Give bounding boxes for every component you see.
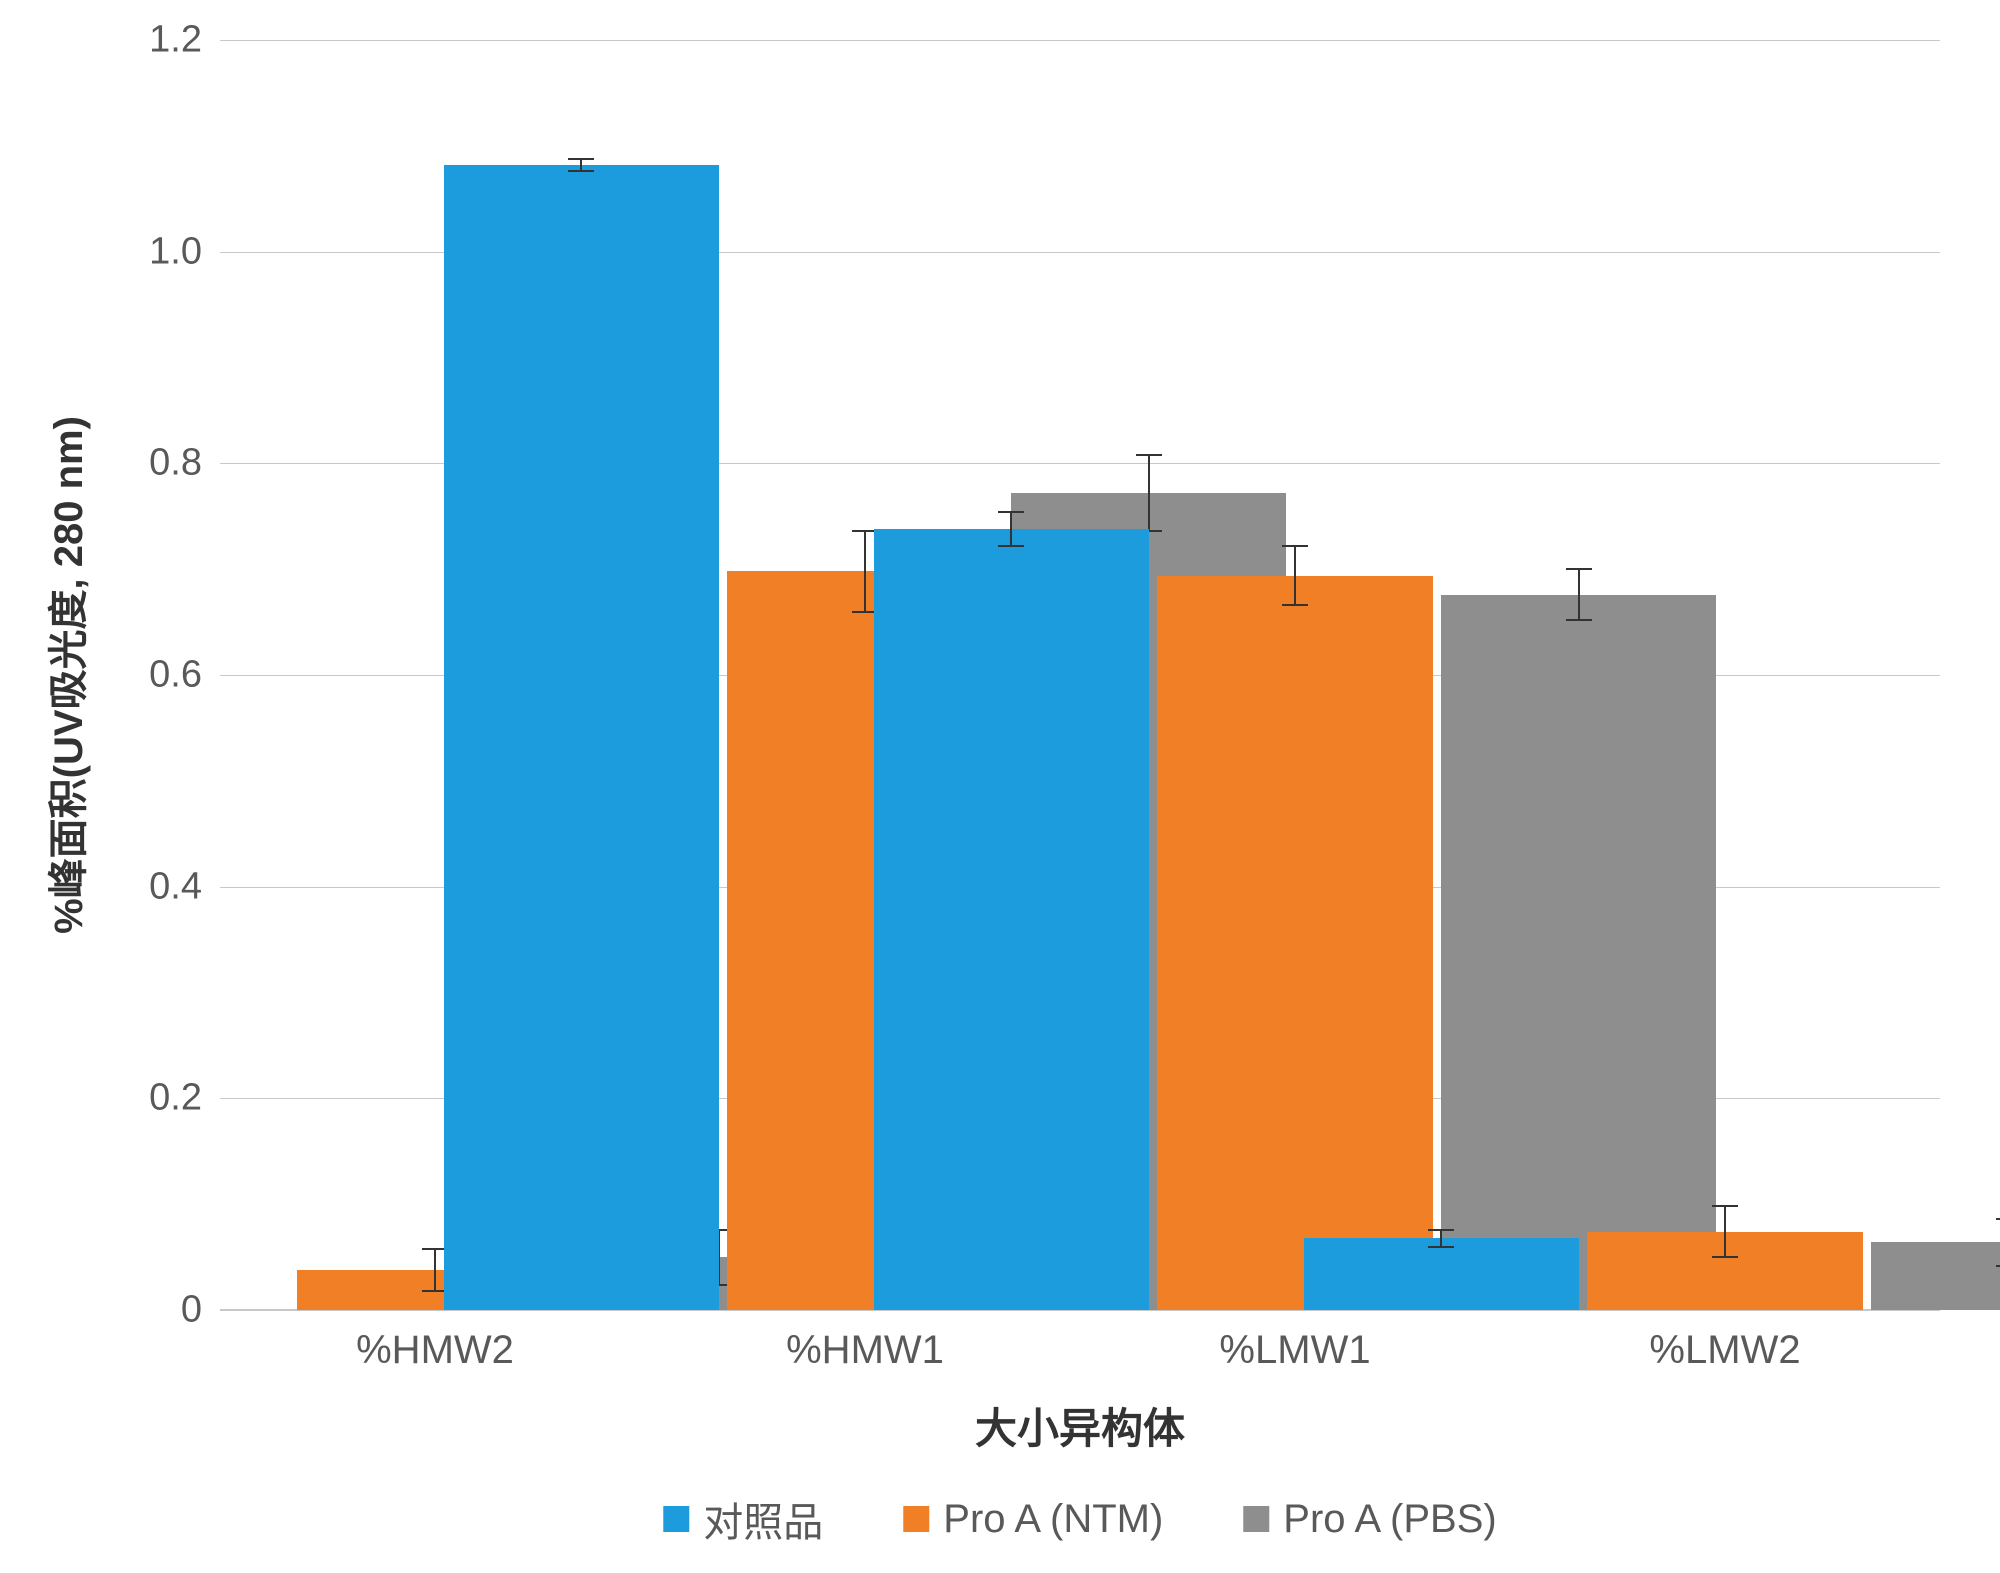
legend: 对照品 Pro A (NTM) Pro A (PBS) [663,1490,1496,1548]
legend-item: Pro A (NTM) [903,1497,1163,1542]
bar [1304,1238,1579,1310]
legend-swatch [1243,1506,1269,1532]
x-axis-title: 大小异构体 [975,1395,1185,1456]
y-tick-label: 0.6 [149,654,220,697]
y-tick-label: 1.0 [149,230,220,273]
legend-swatch [663,1506,689,1532]
legend-swatch [903,1506,929,1532]
bar [444,165,719,1310]
bar [1157,576,1432,1310]
bar [874,529,1149,1310]
legend-item: Pro A (PBS) [1243,1497,1496,1542]
y-tick-label: 0 [181,1289,220,1332]
bar [1871,1242,2000,1310]
y-axis-title: %峰面积(UV吸光度, 280 nm) [36,416,94,934]
y-tick-label: 0.4 [149,865,220,908]
bar [1441,595,1716,1310]
legend-label: Pro A (PBS) [1283,1497,1496,1542]
x-tick-label: %HMW1 [786,1310,944,1373]
bar-chart: %峰面积(UV吸光度, 280 nm) 大小异构体 00.20.40.60.81… [0,0,2000,1573]
x-tick-label: %HMW2 [356,1310,514,1373]
x-tick-label: %LMW2 [1649,1310,1800,1373]
bar [1587,1232,1862,1310]
y-tick-label: 0.8 [149,442,220,485]
x-tick-label: %LMW1 [1219,1310,1370,1373]
y-tick-label: 1.2 [149,19,220,62]
legend-label: Pro A (NTM) [943,1497,1163,1542]
plot-area: 00.20.40.60.81.01.2%HMW2%HMW1%LMW1%LMW2 [220,40,1940,1310]
gridline [220,40,1940,41]
y-tick-label: 0.2 [149,1077,220,1120]
legend-label: 对照品 [703,1490,823,1548]
legend-item: 对照品 [663,1490,823,1548]
